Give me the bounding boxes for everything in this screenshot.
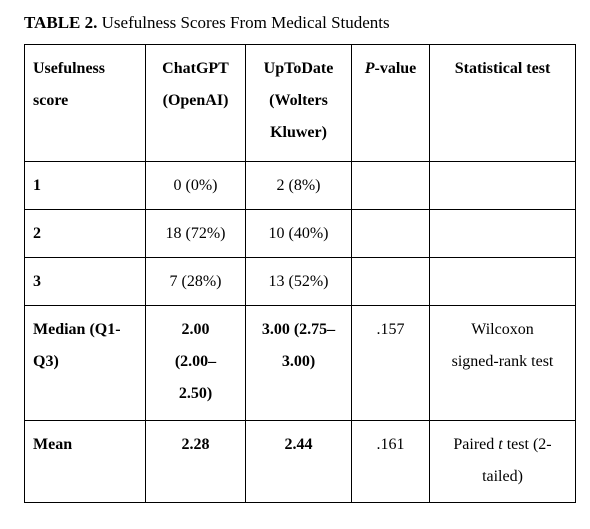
median-chatgpt-cell: 2.00 (2.00– 2.50) [145, 305, 246, 421]
test-cell [429, 257, 576, 306]
header-chatgpt: ChatGPT (OpenAI) [145, 44, 246, 162]
header-usefulness-score: Usefulness score [24, 44, 146, 162]
mean-p-value-cell: .161 [351, 420, 430, 503]
uptodate-cell: 2 (8%) [245, 161, 352, 210]
chatgpt-cell: 0 (0%) [145, 161, 246, 210]
header-row: Usefulness score ChatGPT (OpenAI) UpToDa… [24, 44, 576, 162]
table-label: TABLE 2. [24, 13, 98, 32]
median-test-cell: Wilcoxon signed-rank test [429, 305, 576, 421]
uptodate-cell: 10 (40%) [245, 209, 352, 258]
header-statistical-test: Statistical test [429, 44, 576, 162]
test-cell [429, 209, 576, 258]
score-cell: 1 [24, 161, 146, 210]
p-value-cell [351, 257, 430, 306]
header-uptodate: UpToDate (Wolters Kluwer) [245, 44, 352, 162]
mean-row: Mean 2.28 2.44 .161 Paired t test (2- ta… [24, 420, 576, 503]
table-row: 1 0 (0%) 2 (8%) [24, 161, 576, 210]
uptodate-cell: 13 (52%) [245, 257, 352, 306]
median-row: Median (Q1- Q3) 2.00 (2.00– 2.50) 3.00 (… [24, 305, 576, 421]
mean-test-cell: Paired t test (2- tailed) [429, 420, 576, 503]
median-label-cell: Median (Q1- Q3) [24, 305, 146, 421]
table-row: 2 18 (72%) 10 (40%) [24, 209, 576, 258]
header-p-value: P-value [351, 44, 430, 162]
table-title: Usefulness Scores From Medical Students [101, 13, 390, 32]
table-caption: TABLE 2. Usefulness Scores From Medical … [24, 12, 390, 34]
usefulness-table: Usefulness score ChatGPT (OpenAI) UpToDa… [24, 44, 576, 503]
chatgpt-cell: 18 (72%) [145, 209, 246, 258]
test-cell [429, 161, 576, 210]
median-uptodate-cell: 3.00 (2.75– 3.00) [245, 305, 352, 421]
median-p-value-cell: .157 [351, 305, 430, 421]
mean-label-cell: Mean [24, 420, 146, 503]
p-value-cell [351, 161, 430, 210]
mean-chatgpt-cell: 2.28 [145, 420, 246, 503]
mean-uptodate-cell: 2.44 [245, 420, 352, 503]
p-value-cell [351, 209, 430, 258]
score-cell: 2 [24, 209, 146, 258]
score-cell: 3 [24, 257, 146, 306]
chatgpt-cell: 7 (28%) [145, 257, 246, 306]
table-row: 3 7 (28%) 13 (52%) [24, 257, 576, 306]
